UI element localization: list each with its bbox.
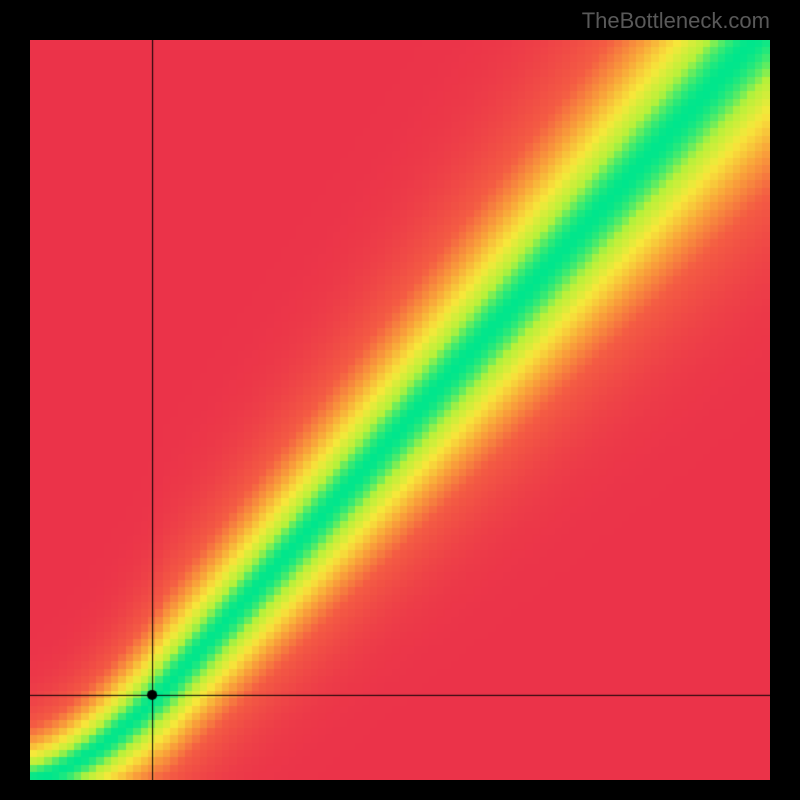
- bottleneck-heatmap: [30, 40, 770, 780]
- watermark-text: TheBottleneck.com: [582, 8, 770, 34]
- chart-container: TheBottleneck.com: [0, 0, 800, 800]
